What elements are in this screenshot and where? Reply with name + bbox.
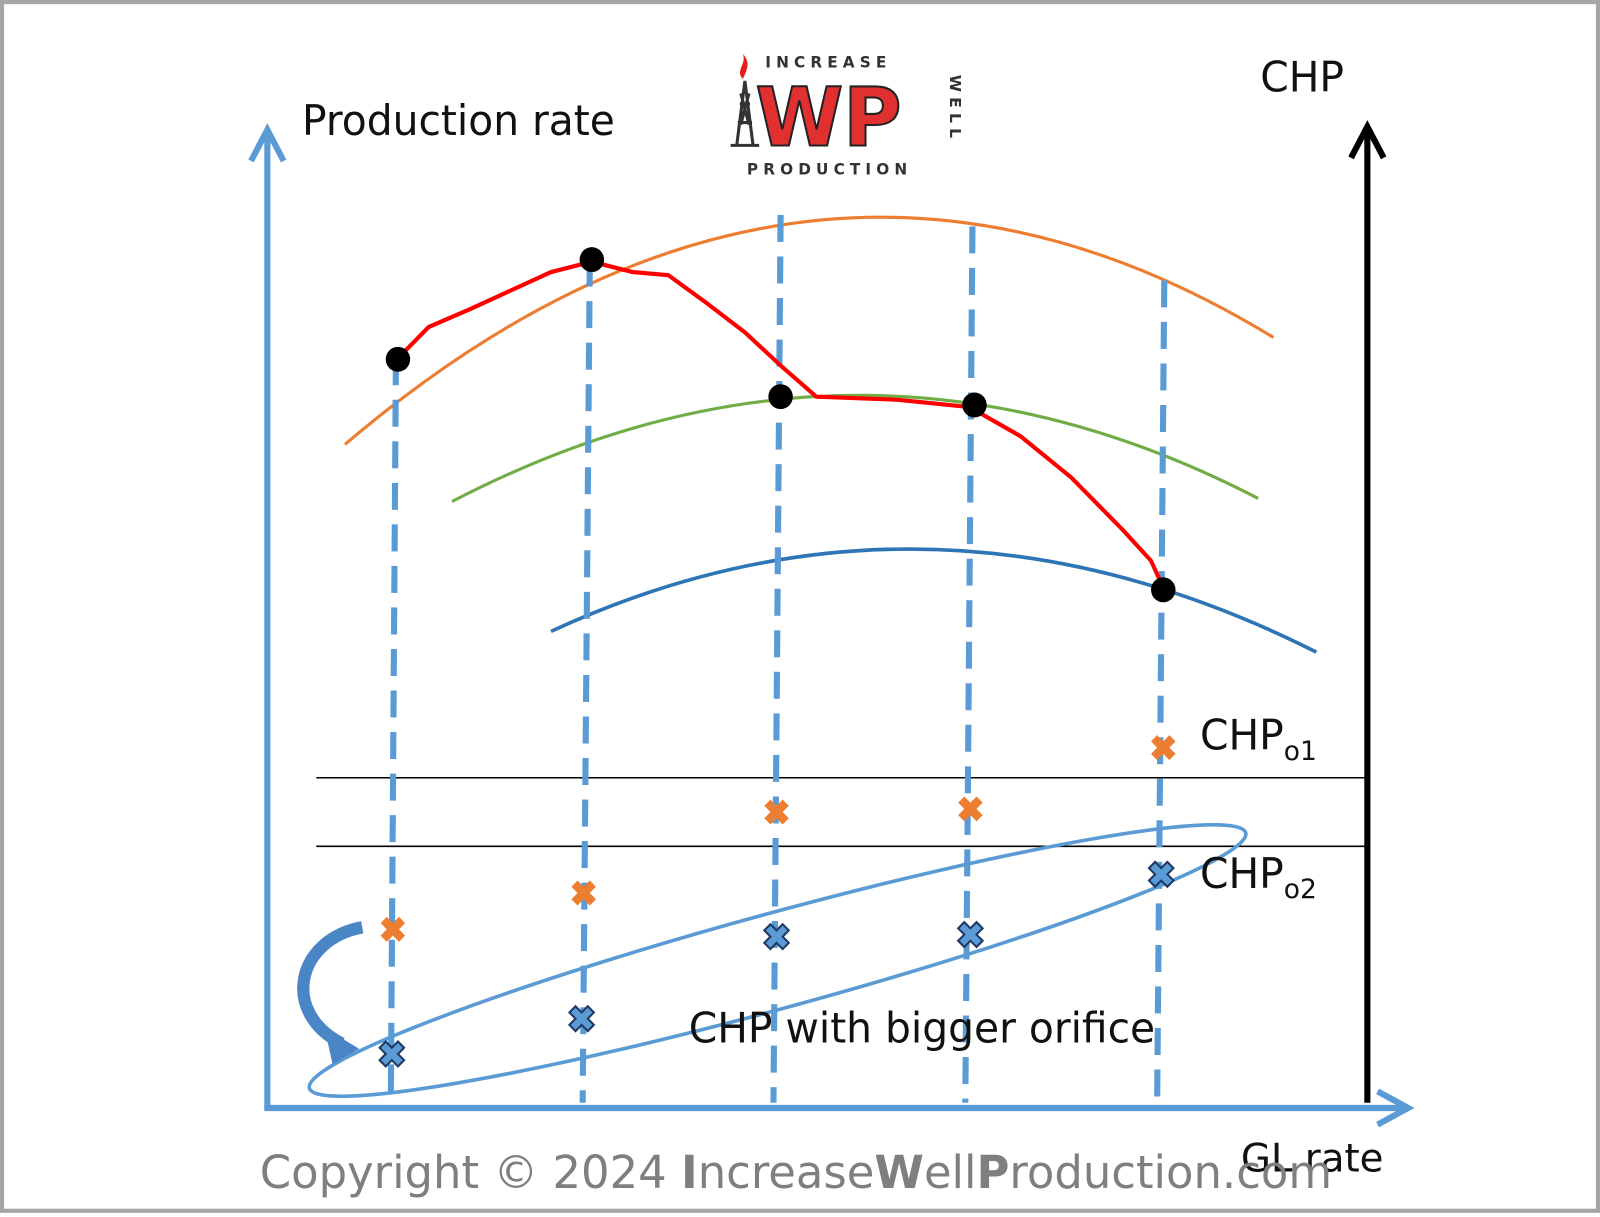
cross-marker (958, 796, 983, 822)
logo: INCREASE WP WELL PRODUCTION (730, 53, 964, 178)
logo-bottom: PRODUCTION (747, 160, 912, 178)
label-main: CHP (1200, 711, 1284, 759)
y2-axis-label: CHP (1260, 53, 1344, 101)
points (385, 247, 1176, 603)
crosses (378, 735, 1176, 1068)
highlight-ellipse (307, 822, 1248, 1099)
copyright-part: roduction.com (1009, 1146, 1332, 1199)
derrick-icon (730, 80, 760, 147)
point (768, 384, 793, 410)
label-sub: o1 (1284, 736, 1317, 767)
point (579, 247, 605, 273)
orifice-label: CHP with bigger orifice (689, 1004, 1155, 1052)
y-arrow (248, 123, 287, 163)
point (385, 346, 411, 372)
curve-orange (343, 215, 1275, 446)
y-axis-right (1348, 120, 1387, 1103)
logo-top: INCREASE (765, 53, 891, 71)
x-arrow (1376, 1088, 1415, 1128)
chp-o1-label: CHPo1 (1200, 711, 1317, 767)
curve-blue (550, 547, 1318, 654)
copyright-part: I (681, 1146, 698, 1199)
logo-mark: WP (756, 70, 902, 165)
cross-marker (567, 1004, 596, 1033)
copyright-part: ncrease (698, 1146, 875, 1199)
x-axis-label: GL rate (1241, 1136, 1384, 1181)
dashed-line (1154, 280, 1168, 1103)
flame-icon (739, 53, 748, 79)
cross-marker (762, 922, 791, 951)
chp-o2-label: CHPo2 (1200, 849, 1317, 905)
copyright-part: P (977, 1146, 1010, 1199)
cross-marker (380, 916, 406, 942)
copyright-part: Copyright © 2024 (260, 1146, 681, 1199)
cross-marker (571, 880, 596, 906)
logo-side: WELL (946, 75, 964, 143)
curve-green (451, 393, 1259, 503)
cross-marker (956, 920, 985, 949)
point (962, 392, 987, 418)
point (1151, 577, 1176, 603)
cross-marker (378, 1040, 406, 1068)
cross-marker (764, 799, 789, 825)
label-sub: o2 (1284, 874, 1317, 905)
y-arrow-right (1348, 120, 1387, 160)
label-main: CHP (1200, 849, 1284, 897)
cross-marker (1147, 860, 1175, 889)
cross-marker (1151, 735, 1176, 761)
copyright-part: ell (924, 1146, 977, 1199)
copyright: Copyright © 2024 IncreaseWellProduction.… (260, 1146, 1332, 1199)
y-axis-label: Production rate (302, 97, 615, 145)
curved-arrow-head (324, 1028, 360, 1065)
copyright-part: W (874, 1146, 924, 1199)
operating-path (396, 259, 1166, 589)
curved-arrow (297, 921, 364, 1050)
dashed-line (579, 259, 593, 1103)
axes (248, 123, 1415, 1128)
